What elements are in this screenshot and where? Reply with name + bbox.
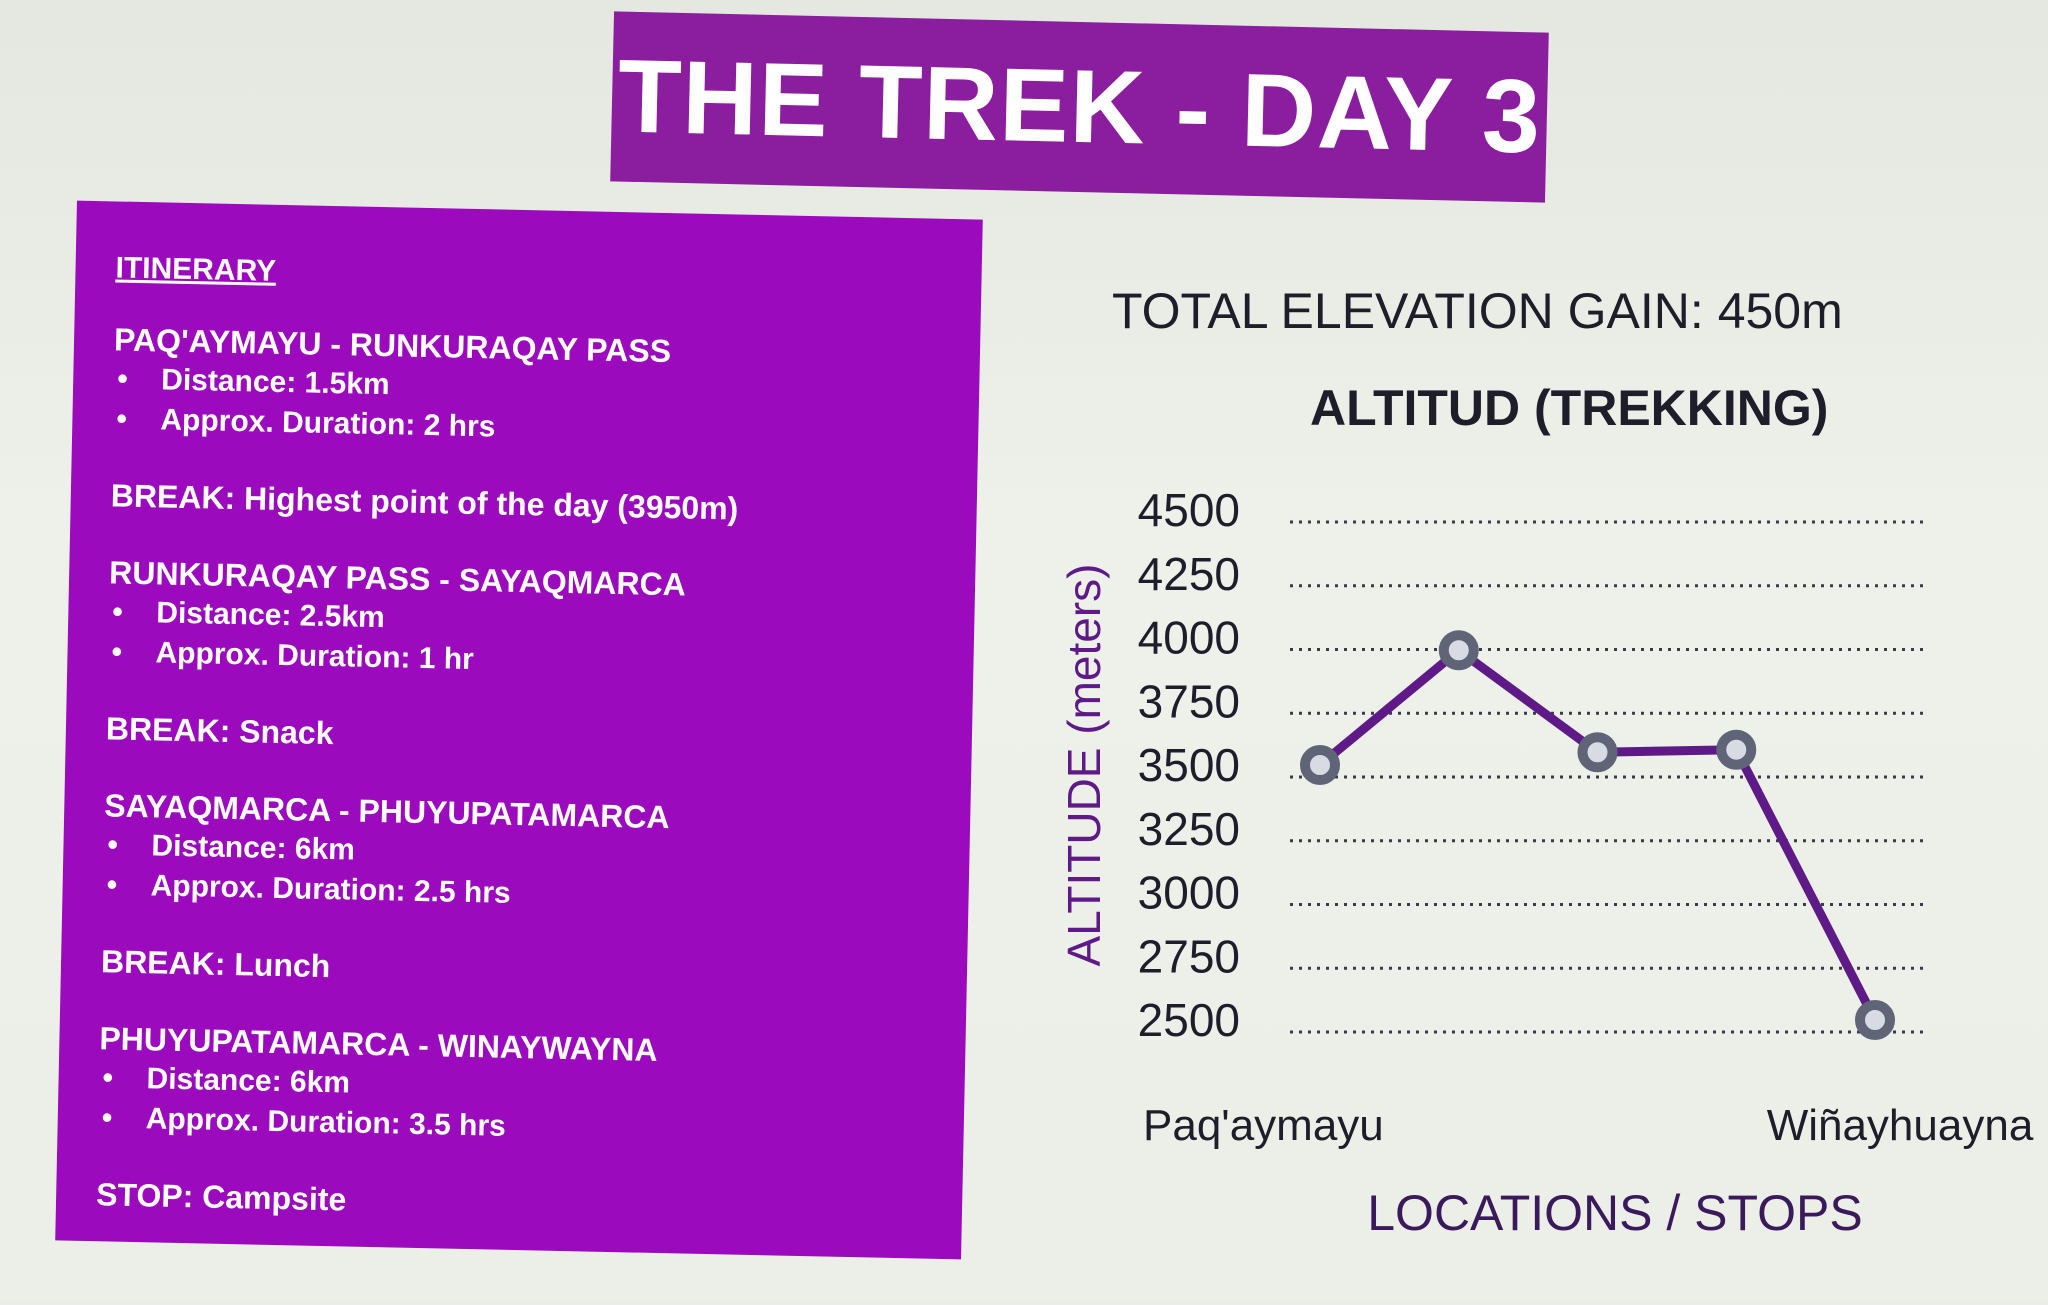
y-tick-label: 3500	[1138, 739, 1240, 791]
data-point	[1716, 729, 1757, 770]
y-tick-label: 4000	[1138, 612, 1240, 664]
data-point	[1300, 745, 1340, 785]
y-tick-label: 4250	[1138, 548, 1240, 600]
x-tick-label: Wiñayhuayna	[1767, 1101, 2034, 1150]
data-point	[1577, 732, 1618, 773]
x-axis-label: LOCATIONS / STOPS	[1367, 1185, 1862, 1241]
y-tick-label: 2500	[1138, 994, 1240, 1046]
altitude-line	[1317, 645, 1880, 1023]
y-tick-label: 2750	[1138, 930, 1240, 982]
elevation-gain-label: TOTAL ELEVATION GAIN: 450m	[1112, 283, 1843, 339]
y-tick-label: 4500	[1138, 484, 1240, 536]
chart-title: ALTITUD (TREKKING)	[1310, 380, 1828, 436]
y-tick-label: 3000	[1138, 867, 1240, 919]
x-tick-label: Paq'aymayu	[1143, 1101, 1384, 1150]
y-axis-label: ALTITUDE (meters)	[1058, 564, 1110, 967]
y-tick-label: 3250	[1138, 803, 1240, 855]
y-tick-label: 3750	[1138, 675, 1240, 727]
data-point	[1855, 1000, 1895, 1040]
data-point	[1438, 630, 1479, 671]
